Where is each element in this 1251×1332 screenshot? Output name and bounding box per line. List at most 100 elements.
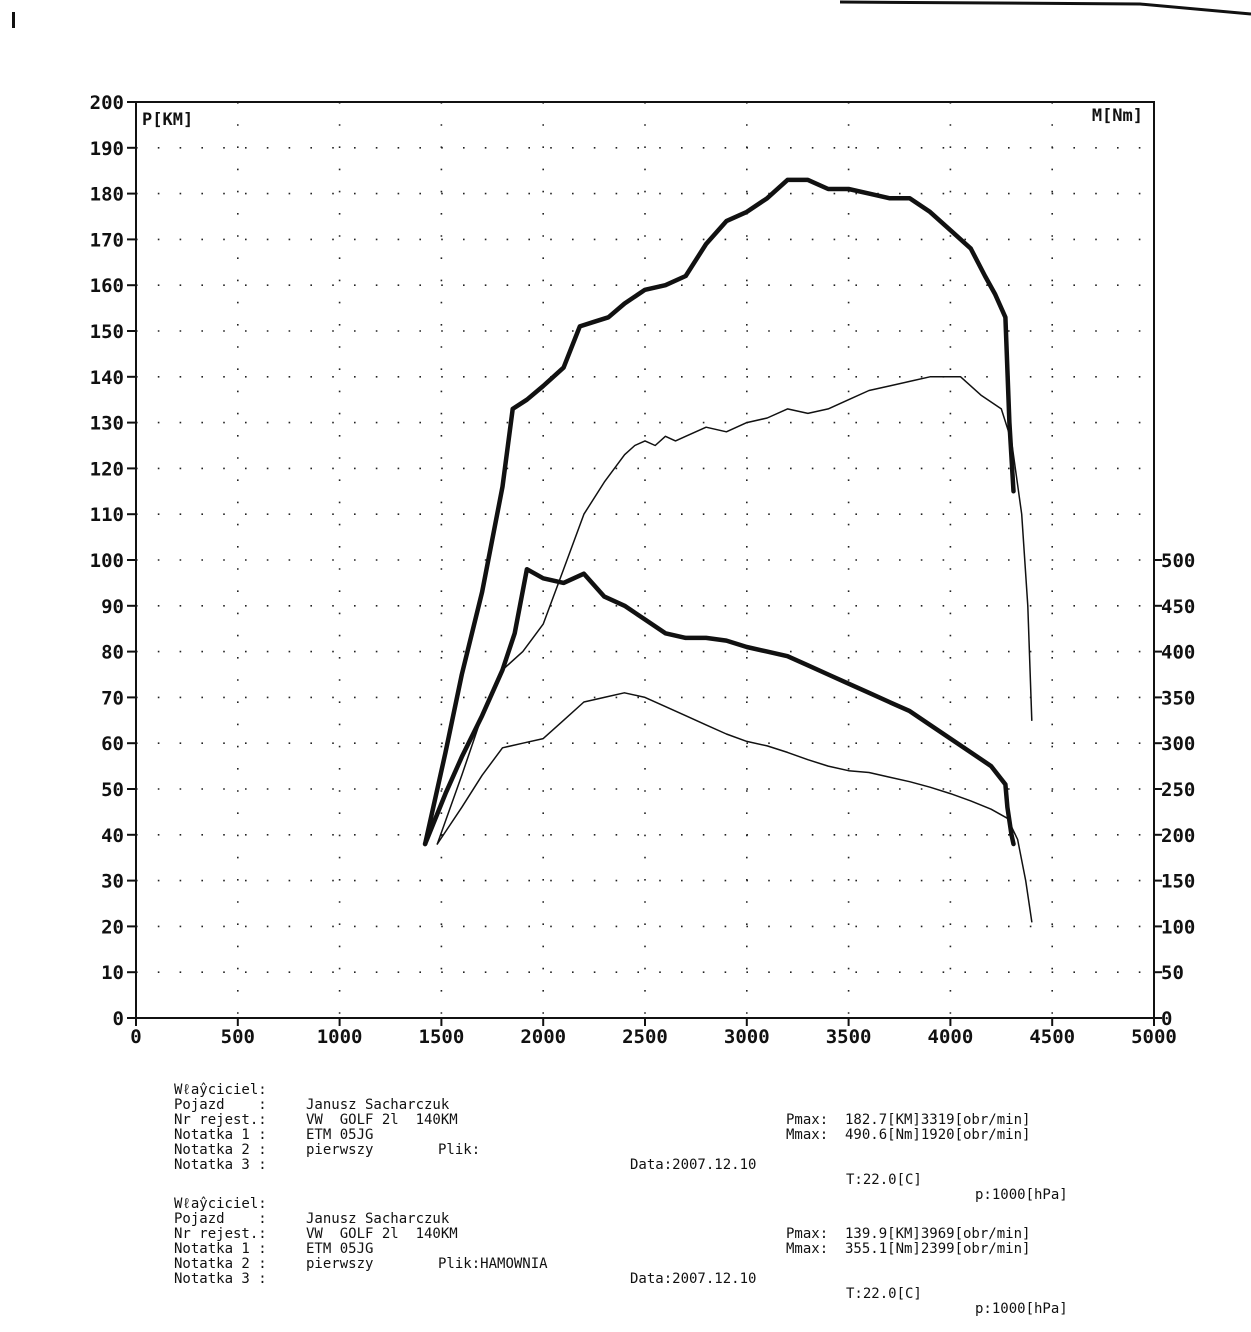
left-tick-label: 140	[90, 367, 124, 389]
pressure-value: p:1000[hPa]	[975, 1301, 1068, 1317]
mmax-value: Mmax: 355.1[Nm]2399[obr/min]	[786, 1241, 1031, 1257]
left-tick-label: 70	[101, 687, 124, 709]
pmax-value: Pmax: 182.7[KM]3319[obr/min]	[786, 1112, 1031, 1128]
left-tick-label: 120	[90, 458, 124, 480]
note1-label: Notatka 1 :	[174, 1127, 267, 1143]
note1-value: pierwszy	[306, 1142, 374, 1158]
date-value: Data:2007.12.10	[630, 1157, 757, 1173]
note1-label: Notatka 1 :	[174, 1241, 267, 1257]
x-tick-label: 500	[221, 1026, 255, 1048]
note2-label: Notatka 2 :	[174, 1142, 267, 1158]
left-axis-title: P[KM]	[142, 110, 193, 130]
vehicle-value: VW GOLF 2l 140KM	[306, 1226, 458, 1242]
note1-value: pierwszy	[306, 1256, 374, 1272]
vehicle-row: Pojazd : VW GOLF 2l 140KM Mmax: 490.6[Nm…	[0, 1083, 1251, 1143]
series-lines	[422, 177, 1033, 923]
right-tick-label: 400	[1161, 642, 1195, 664]
left-tick-label: 100	[90, 550, 124, 572]
x-tick-label: 4500	[1029, 1026, 1075, 1048]
note1-row: Notatka 1 : pierwszy	[0, 1227, 1251, 1272]
grid	[136, 102, 1154, 1018]
note2-row: Notatka 2 :	[0, 1128, 1251, 1158]
left-tick-label: 180	[90, 184, 124, 206]
left-tick-label: 110	[90, 504, 124, 526]
x-tick-label: 1000	[317, 1026, 363, 1048]
x-tick-label: 4000	[928, 1026, 974, 1048]
x-tick-label: 2000	[520, 1026, 566, 1048]
registration-row: Nr rejest.: ETM 05JG Plik: Data:2007.12.…	[0, 1098, 1251, 1203]
vehicle-value: VW GOLF 2l 140KM	[306, 1112, 458, 1128]
owner-row: Wℓaŷciciel: Janusz Sacharczuk Pmax: 182.…	[0, 1068, 1251, 1128]
note3-row: Notatka 3 :	[0, 1143, 1251, 1173]
left-tick-label: 20	[101, 916, 124, 938]
file-value: HAMOWNIA	[480, 1256, 548, 1272]
note3-label: Notatka 3 :	[174, 1271, 267, 1287]
temperature-value: T:22.0[C]	[846, 1172, 922, 1188]
note3-row: Notatka 3 :	[0, 1257, 1251, 1287]
left-tick-label: 90	[101, 596, 124, 618]
owner-row: Wℓaŷciciel: Janusz Sacharczuk Pmax: 139.…	[0, 1182, 1251, 1242]
left-tick-label: 200	[90, 92, 124, 114]
registration-value: ETM 05JG	[306, 1127, 374, 1143]
mmax-value: Mmax: 490.6[Nm]1920[obr/min]	[786, 1127, 1031, 1143]
right-tick-label: 250	[1161, 779, 1195, 801]
info-block-1: Wℓaŷciciel: Janusz Sacharczuk Pmax: 182.…	[0, 1068, 1251, 1203]
left-tick-label: 40	[101, 825, 124, 847]
vehicle-label: Pojazd :	[174, 1097, 267, 1113]
vehicle-row: Pojazd : VW GOLF 2l 140KM Mmax: 355.1[Nm…	[0, 1197, 1251, 1257]
right-tick-label: 350	[1161, 687, 1195, 709]
registration-value: ETM 05JG	[306, 1241, 374, 1257]
x-tick-label: 0	[130, 1026, 141, 1048]
registration-label: Nr rejest.:	[174, 1226, 267, 1242]
note2-row: Notatka 2 :	[0, 1242, 1251, 1272]
owner-label: Wℓaŷciciel:	[174, 1082, 267, 1098]
torque-curve-run2	[436, 692, 1033, 923]
left-tick-label: 30	[101, 871, 124, 893]
right-tick-label: 0	[1161, 1008, 1172, 1030]
left-tick-label: 130	[90, 413, 124, 435]
tick-labels: 0 500 1000 1500 2000 2500 3000 3500 4000 4500 5000…	[90, 92, 1196, 1048]
temperature-value: T:22.0[C]	[846, 1286, 922, 1302]
vehicle-label: Pojazd :	[174, 1211, 267, 1227]
right-tick-label: 500	[1161, 550, 1195, 572]
power-curve-run2	[436, 376, 1033, 845]
file-label-text: Plik:	[438, 1256, 481, 1272]
registration-row: Nr rejest.: ETM 05JG Plik:HAMOWNIA Data:…	[0, 1212, 1251, 1317]
x-tick-label: 3000	[724, 1026, 770, 1048]
dyno-chart: 0 500 1000 1500 2000 2500 3000 3500 4000 4500 5000…	[90, 92, 1196, 1048]
left-tick-label: 170	[90, 229, 124, 251]
scan-edge-line	[840, 0, 1251, 16]
left-tick-label: 60	[101, 733, 124, 755]
power-curve-run1	[422, 177, 1016, 847]
x-tick-label: 3500	[826, 1026, 872, 1048]
x-tick-label: 5000	[1131, 1026, 1177, 1048]
left-tick-label: 190	[90, 138, 124, 160]
note2-label: Notatka 2 :	[174, 1256, 267, 1272]
right-tick-label: 150	[1161, 871, 1195, 893]
left-tick-label: 50	[101, 779, 124, 801]
right-tick-label: 100	[1161, 916, 1195, 938]
owner-label: Wℓaŷciciel:	[174, 1196, 267, 1212]
file-label: Plik:	[438, 1142, 481, 1158]
info-block-2: Wℓaŷciciel: Janusz Sacharczuk Pmax: 139.…	[0, 1182, 1251, 1317]
left-tick-label: 150	[90, 321, 124, 343]
note1-row: Notatka 1 : pierwszy	[0, 1113, 1251, 1158]
right-tick-label: 200	[1161, 825, 1195, 847]
right-tick-label: 50	[1161, 962, 1184, 984]
file-label: Plik:HAMOWNIA	[438, 1257, 548, 1272]
registration-label: Nr rejest.:	[174, 1112, 267, 1128]
right-tick-label: 300	[1161, 733, 1195, 755]
note3-label: Notatka 3 :	[174, 1157, 267, 1173]
scan-mark	[12, 12, 15, 28]
right-axis-title: M[Nm]	[1092, 106, 1143, 126]
owner-value: Janusz Sacharczuk	[306, 1211, 450, 1227]
left-tick-label: 80	[101, 642, 124, 664]
right-tick-label: 450	[1161, 596, 1195, 618]
owner-value: Janusz Sacharczuk	[306, 1097, 450, 1113]
left-tick-label: 160	[90, 275, 124, 297]
x-tick-label: 1500	[419, 1026, 465, 1048]
torque-curve-run1	[422, 566, 1016, 847]
left-tick-label: 0	[113, 1008, 124, 1030]
date-value: Data:2007.12.10	[630, 1271, 757, 1287]
left-tick-label: 10	[101, 962, 124, 984]
